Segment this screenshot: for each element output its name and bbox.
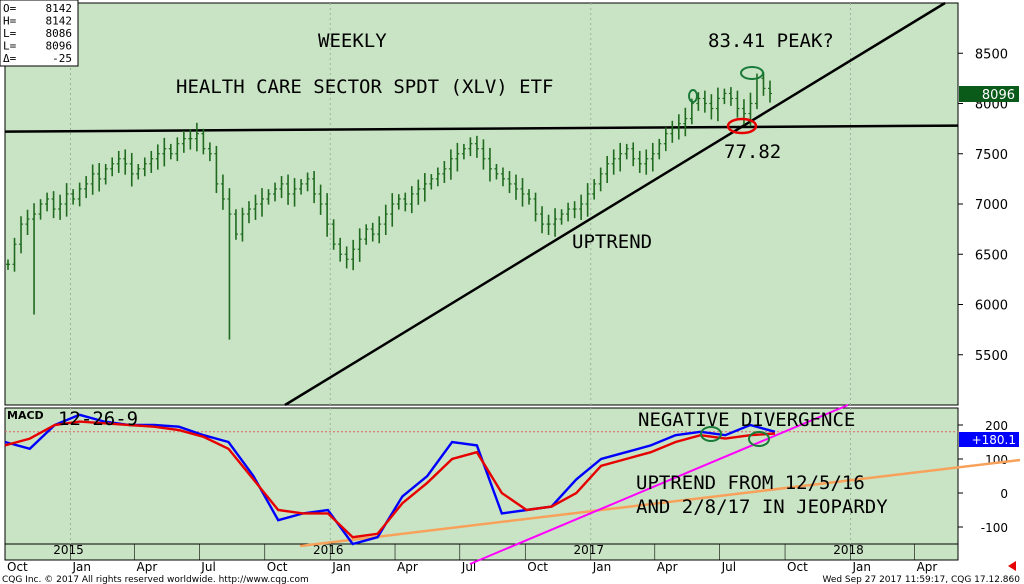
- x-month-label: Apr: [137, 560, 158, 574]
- x-month-label: Apr: [917, 560, 938, 574]
- ohlc-label: H=: [3, 15, 17, 28]
- last-price-tag-bg: [959, 86, 1019, 102]
- circle-prior-peak: [688, 89, 698, 103]
- peak-label: 83.41 PEAK?: [708, 30, 834, 52]
- footer-left: CQG Inc. © 2017 All rights reserved worl…: [2, 575, 309, 584]
- horizontal-support-line: [4, 124, 959, 133]
- x-year-label: 2017: [573, 543, 604, 557]
- macd-params-label: 12-26-9: [58, 408, 138, 430]
- macd-y-tick-label: 200: [985, 419, 1008, 433]
- x-month-label: Oct: [267, 560, 288, 574]
- x-month-label: Oct: [527, 560, 548, 574]
- uptrend-line: [284, 1, 946, 407]
- macd-y-tick-label: 0: [1000, 487, 1008, 501]
- circle-peak: [740, 66, 764, 80]
- x-month-label: Jul: [200, 560, 215, 574]
- macd-pane: [4, 407, 959, 545]
- time-axis-band: [4, 543, 959, 561]
- ohlc-label: O=: [3, 2, 17, 15]
- ohlc-value: 8086: [46, 27, 73, 40]
- title-label: HEALTH CARE SECTOR SPDT (XLV) ETF: [176, 76, 554, 98]
- ohlc-label: L=: [3, 27, 17, 40]
- macd-y-tick-label: -100: [981, 521, 1008, 535]
- last-macd-tag-bg: [959, 432, 1019, 447]
- x-month-label: Oct: [787, 560, 808, 574]
- ohlc-label: L=: [3, 40, 17, 53]
- price-y-tick-label: 6500: [975, 248, 1008, 263]
- macd-circle-1: [700, 426, 722, 442]
- price-y-tick-label: 6000: [975, 299, 1008, 314]
- ohlc-label: Δ=: [3, 52, 17, 65]
- uptrend-label: UPTREND: [572, 231, 652, 253]
- last-macd-tag: +180.1: [972, 433, 1016, 447]
- price-y-tick-label: 8500: [975, 47, 1008, 62]
- signal-line: [4, 420, 776, 539]
- macd-label: MACD: [7, 409, 44, 422]
- x-month-label: Apr: [397, 560, 418, 574]
- price-pane: [4, 2, 959, 406]
- price-y-tick-label: 7500: [975, 148, 1008, 163]
- x-month-label: Jul: [721, 560, 736, 574]
- x-month-label: Jan: [331, 560, 351, 574]
- ohlc-value: 8142: [46, 2, 73, 15]
- x-month-label: Jan: [592, 560, 612, 574]
- x-year-label: 2018: [833, 543, 864, 557]
- circle-breakdown: [726, 117, 758, 135]
- x-month-label: Apr: [657, 560, 678, 574]
- uptrend-note-2: AND 2/8/17 IN JEOPARDY: [636, 496, 888, 518]
- level-label: 77.82: [724, 141, 781, 163]
- ohlc-box: [0, 0, 79, 67]
- x-month-label: Jan: [71, 560, 91, 574]
- weekly-label: WEEKLY: [318, 30, 387, 52]
- x-year-label: 2016: [313, 543, 344, 557]
- macd-circle-2: [748, 431, 770, 447]
- magenta-trend-line: [469, 404, 849, 565]
- price-y-tick-label: 7000: [975, 198, 1008, 213]
- x-month-label: Oct: [7, 560, 28, 574]
- ohlc-value: 8096: [46, 40, 73, 53]
- x-month-label: Jan: [852, 560, 872, 574]
- last-price-tag: 8096: [982, 88, 1015, 103]
- price-y-tick-label: 5500: [975, 349, 1008, 364]
- negative-divergence-label: NEGATIVE DIVERGENCE: [638, 409, 855, 431]
- ohlc-value: -25: [52, 52, 72, 65]
- x-year-label: 2015: [53, 543, 84, 557]
- orange-trend-line: [299, 458, 1021, 548]
- uptrend-note-1: UPTREND FROM 12/5/16: [636, 472, 865, 494]
- ohlc-value: 8142: [46, 15, 73, 28]
- scroll-left-arrow[interactable]: [1008, 561, 1016, 571]
- footer-right: Wed Sep 27 2017 11:59:17, CQG 17.12.860: [822, 575, 1020, 584]
